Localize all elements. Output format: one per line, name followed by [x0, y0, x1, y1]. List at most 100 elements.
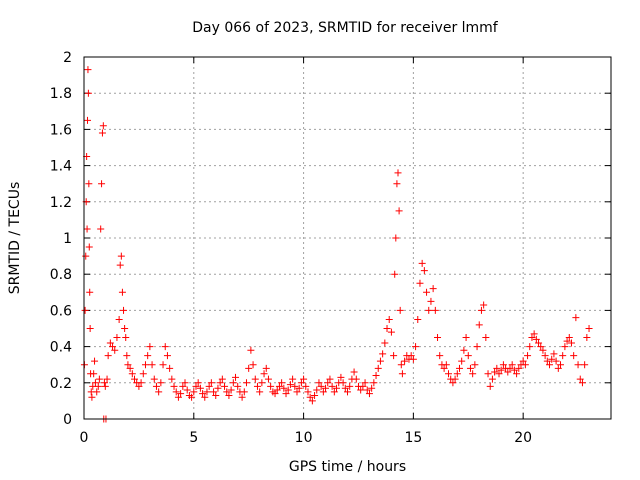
data-point	[434, 334, 442, 342]
data-point	[499, 361, 507, 369]
data-point	[177, 390, 185, 398]
data-point	[139, 370, 147, 378]
data-point	[412, 343, 420, 351]
data-point	[113, 334, 121, 342]
data-point	[486, 382, 494, 390]
data-point	[398, 370, 406, 378]
data-point	[387, 328, 395, 336]
data-point	[174, 393, 182, 401]
data-point	[556, 361, 564, 369]
data-point	[359, 382, 367, 390]
data-point	[100, 379, 108, 387]
data-point	[109, 343, 117, 351]
data-point	[271, 390, 279, 398]
data-point	[515, 364, 523, 372]
data-point	[423, 288, 431, 296]
data-point	[357, 386, 365, 394]
y-tick-label: 1.2	[50, 195, 72, 211]
data-point	[126, 364, 134, 372]
data-points	[80, 66, 593, 423]
data-point	[144, 352, 152, 360]
data-point	[550, 350, 558, 358]
data-point	[361, 379, 369, 387]
data-point	[528, 334, 536, 342]
data-point	[104, 352, 112, 360]
data-point	[199, 390, 207, 398]
data-point	[330, 388, 338, 396]
data-point	[480, 301, 488, 309]
data-point	[190, 388, 198, 396]
data-point	[95, 375, 103, 383]
data-point	[159, 361, 167, 369]
data-point	[482, 334, 490, 342]
data-point	[491, 368, 499, 376]
data-point	[381, 339, 389, 347]
data-point	[227, 386, 235, 394]
data-point	[317, 382, 325, 390]
data-point	[91, 357, 99, 365]
data-point	[363, 386, 371, 394]
data-point	[565, 334, 573, 342]
data-point	[524, 352, 532, 360]
data-point	[451, 375, 459, 383]
data-point	[293, 388, 301, 396]
data-point	[510, 366, 518, 374]
data-point	[210, 388, 218, 396]
data-point	[409, 355, 417, 363]
data-point	[578, 379, 586, 387]
data-point	[311, 391, 319, 399]
data-point	[572, 314, 580, 322]
data-point	[497, 366, 505, 374]
y-tick-label: 0.8	[50, 267, 72, 283]
data-point	[436, 352, 444, 360]
data-point	[427, 297, 435, 305]
data-point	[262, 364, 270, 372]
data-point	[218, 375, 226, 383]
data-point	[81, 306, 89, 314]
data-point	[543, 357, 551, 365]
data-point	[148, 361, 156, 369]
data-point	[253, 382, 261, 390]
y-tick-label: 1.4	[50, 159, 72, 175]
data-point	[455, 364, 463, 372]
data-point	[513, 370, 521, 378]
data-point	[407, 352, 415, 360]
data-point	[300, 375, 308, 383]
data-point	[561, 343, 569, 351]
data-point	[519, 357, 527, 365]
data-point	[88, 393, 96, 401]
data-point	[103, 375, 111, 383]
data-point	[267, 382, 275, 390]
data-point	[337, 373, 345, 381]
data-point	[416, 279, 424, 287]
y-tick-label: 0.4	[50, 340, 72, 356]
y-axis-label: SRMTID / TECUs	[7, 182, 23, 295]
data-point	[146, 343, 154, 351]
data-point	[273, 386, 281, 394]
data-point	[368, 384, 376, 392]
data-point	[282, 390, 290, 398]
data-point	[141, 361, 149, 369]
data-point	[493, 364, 501, 372]
data-point	[249, 361, 257, 369]
data-point	[181, 379, 189, 387]
data-point	[462, 334, 470, 342]
data-point	[188, 393, 196, 401]
data-point	[471, 361, 479, 369]
data-point	[390, 352, 398, 360]
data-point	[431, 306, 439, 314]
data-point	[93, 388, 101, 396]
data-point	[333, 384, 341, 392]
data-point	[245, 364, 253, 372]
data-point	[306, 393, 314, 401]
data-point	[212, 391, 220, 399]
data-point	[207, 379, 215, 387]
data-point	[260, 370, 268, 378]
data-point	[464, 352, 472, 360]
data-point	[152, 382, 160, 390]
data-point	[216, 379, 224, 387]
data-point	[563, 337, 571, 345]
data-point	[157, 379, 165, 387]
data-point	[98, 180, 106, 188]
